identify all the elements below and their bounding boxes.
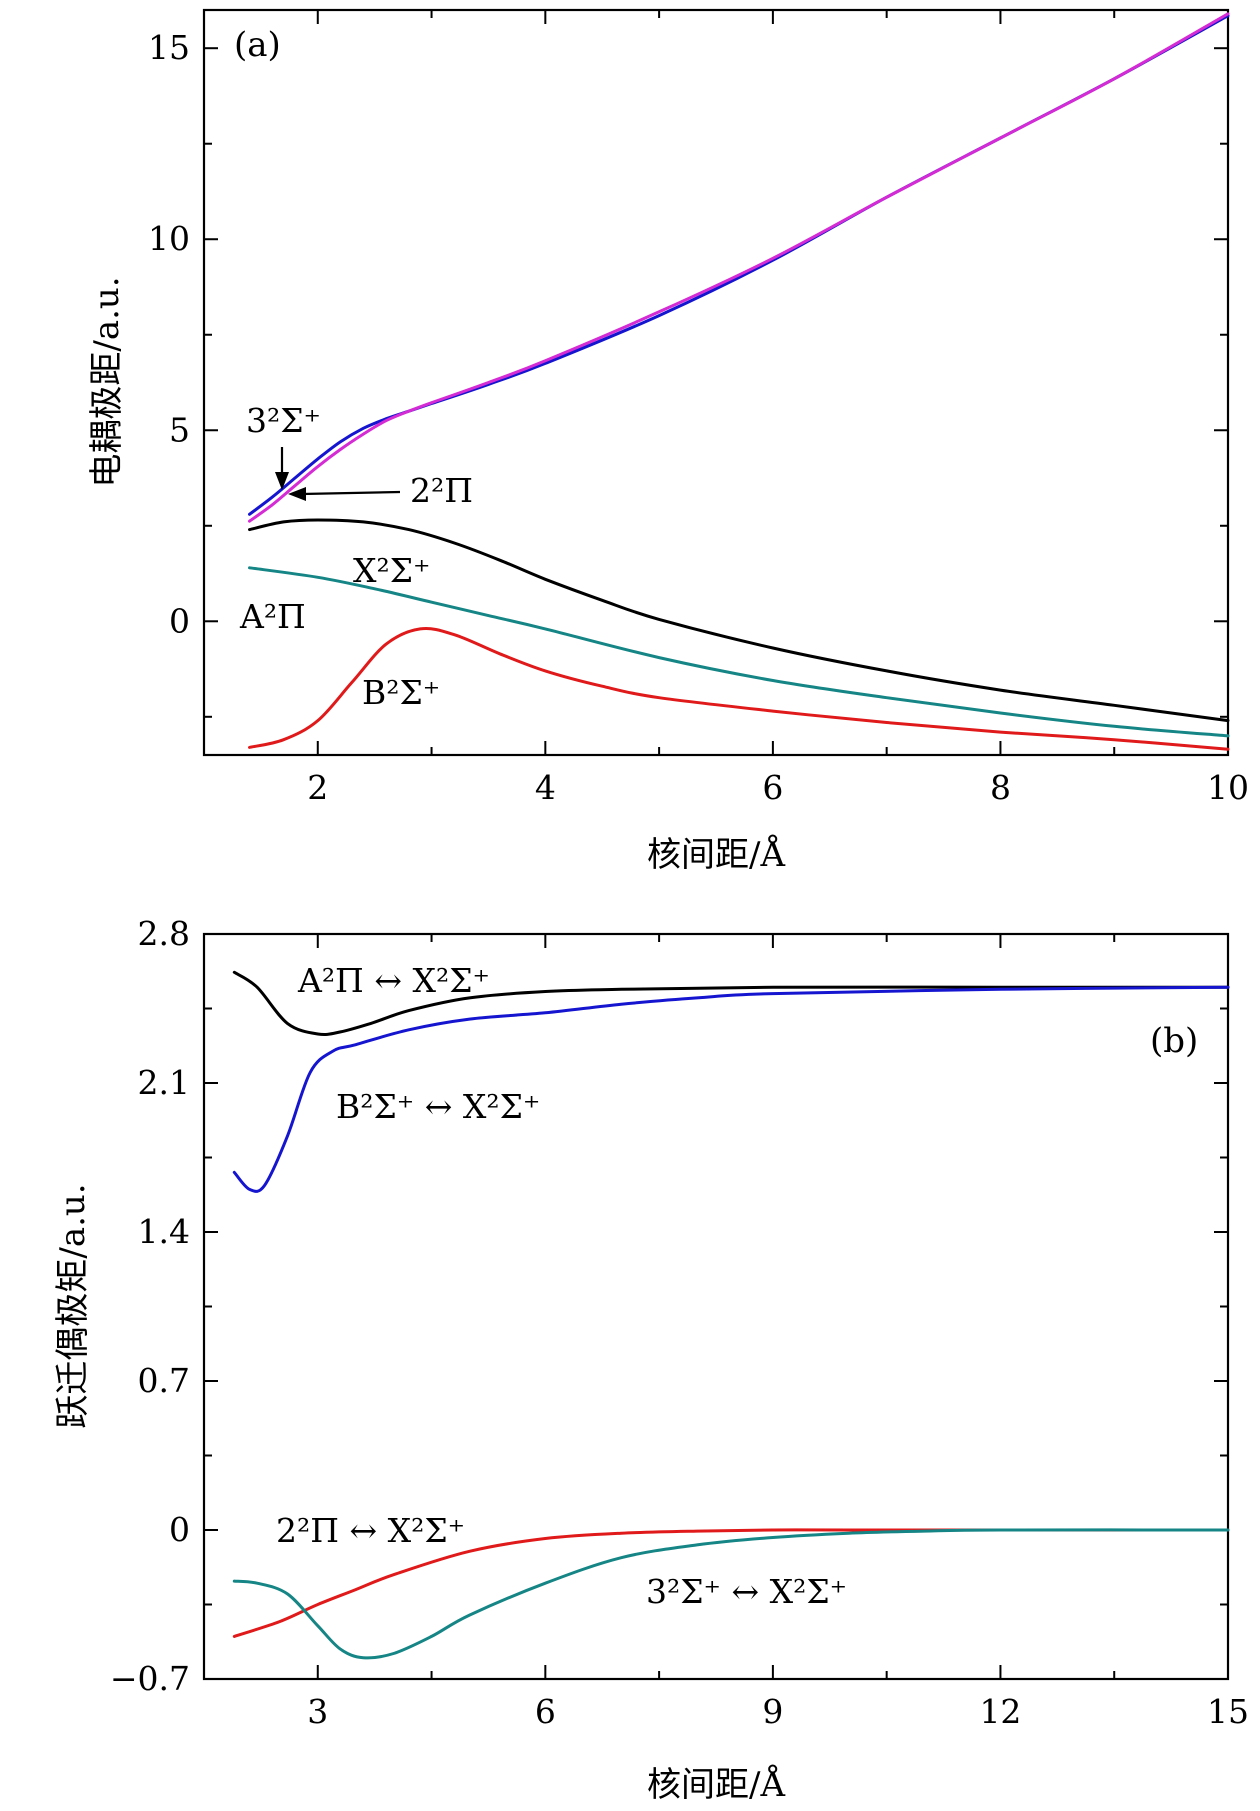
y-tick-label-a: 15: [148, 28, 190, 67]
curves-a: [248, 12, 1230, 751]
annotation-3-sigma-x-sigma: 3²Σ⁺ ↔ X²Σ⁺: [646, 1572, 847, 1611]
panel-label-a: (a): [234, 25, 281, 65]
x-tick-label-b: 9: [762, 1692, 783, 1731]
plot-frame-b: [202, 932, 1230, 1681]
x-tick-label-b: 15: [1207, 1692, 1249, 1731]
x-tick-label-b: 12: [979, 1692, 1021, 1731]
annotation-a-pi: A²Π: [239, 597, 306, 636]
series-line-32sigmaplus-to-x2sigmaplus-b: [232, 1528, 1230, 1660]
x-axis-title-a: 核间距/Å: [647, 834, 785, 875]
x-tick-label-a: 8: [990, 768, 1011, 807]
series-line-a2pi-to-x2sigmaplus-b: [232, 970, 1230, 1037]
y-tick-label-a: 0: [169, 601, 190, 640]
panel-a: 2 4 6 8 10 0 5 10 15 (a) 核间距/Å 电耦极距/a.u. 3²Σ⁺ 2²…: [87, 8, 1249, 875]
y-tick-label-b: −0.7: [110, 1659, 190, 1698]
y-axis-title-a: 电耦极距/a.u.: [87, 276, 127, 487]
tick-marks-b: [203, 933, 1229, 1680]
annotation-x-sigma-plus: X²Σ⁺: [353, 551, 430, 590]
series-line-32sigmaplus-a: [248, 14, 1230, 516]
annotation-2-pi-x-sigma: 2²Π ↔ X²Σ⁺: [276, 1511, 465, 1550]
plot-frame-a: [202, 8, 1230, 757]
series-line-b2sigmaplus-to-x2sigmaplus-b: [232, 985, 1230, 1193]
y-tick-label-b: 2.8: [138, 914, 190, 953]
tick-labels-b: 3 6 9 12 15 −0.7 0 0.7 1.4 2.1 2.8: [110, 914, 1249, 1731]
arrow-3-sigma-plus: [275, 447, 289, 490]
annotation-b-sigma-x-sigma: B²Σ⁺ ↔ X²Σ⁺: [336, 1087, 540, 1126]
annotation-3-sigma-plus: 3²Σ⁺: [246, 401, 321, 440]
series-line-22pi-a: [248, 12, 1230, 523]
tick-marks-a: [203, 10, 1229, 755]
x-axis-title-b: 核间距/Å: [647, 1764, 785, 1805]
y-tick-label-b: 2.1: [138, 1063, 190, 1102]
annotation-a-pi-x-sigma: A²Π ↔ X²Σ⁺: [297, 961, 490, 1000]
x-tick-label-b: 6: [535, 1692, 556, 1731]
curves-b: [232, 970, 1230, 1660]
series-line-a2pi-a: [248, 518, 1230, 723]
tick-labels-a: 2 4 6 8 10 0 5 10 15: [148, 28, 1249, 807]
x-tick-label-a: 6: [762, 768, 783, 807]
x-tick-label-a: 4: [535, 768, 556, 807]
annotation-2-pi: 2²Π: [410, 471, 473, 510]
arrow-2-pi: [288, 487, 401, 501]
x-tick-label-a: 2: [307, 768, 328, 807]
series-line-x2sigmaplus-a: [248, 566, 1230, 738]
y-tick-label-b: 1.4: [138, 1212, 190, 1251]
series-line-b2sigmaplus-a: [248, 627, 1230, 751]
y-axis-title-b: 跃迁偶极矩/a.u.: [53, 1183, 93, 1428]
panel-b: 3 6 9 12 15 −0.7 0 0.7 1.4 2.1 2.8 (b) 核间距/Å 跃迁偶极矩…: [53, 914, 1249, 1805]
annotation-b-sigma-plus: B²Σ⁺: [362, 673, 440, 712]
y-tick-label-a: 10: [148, 219, 190, 258]
y-tick-label-b: 0.7: [138, 1361, 190, 1400]
y-tick-label-b: 0: [169, 1510, 190, 1549]
x-tick-label-b: 3: [307, 1692, 328, 1731]
x-tick-label-a: 10: [1207, 768, 1249, 807]
panel-label-b: (b): [1150, 1021, 1198, 1061]
y-tick-label-a: 5: [169, 410, 190, 449]
